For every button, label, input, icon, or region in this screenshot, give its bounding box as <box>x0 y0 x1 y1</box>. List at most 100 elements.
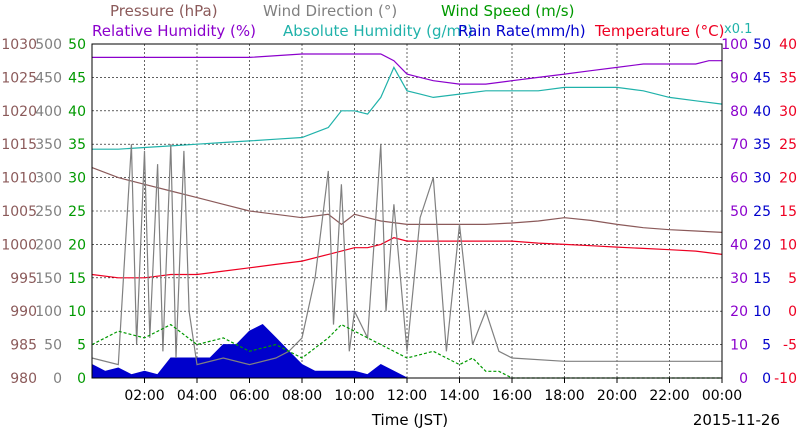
tick-label-pressure: 1010 <box>1 171 37 187</box>
x-tick-label: 14:00 <box>439 388 479 404</box>
tick-label-wind_direction: 500 <box>35 37 62 53</box>
tick-label-pressure: 980 <box>10 371 37 387</box>
x-tick-label: 20:00 <box>597 388 637 404</box>
tick-label-relative_humidity: 50 <box>730 204 748 220</box>
tick-label-rain_rate: 50 <box>753 37 771 53</box>
series-wind-direction <box>91 144 722 366</box>
x-tick-label: 16:00 <box>492 388 532 404</box>
x-tick-label: 02:00 <box>124 388 164 404</box>
series-temperature-c <box>91 237 723 279</box>
tick-label-wind_direction: 150 <box>35 271 62 287</box>
tick-label-rain_rate: 35 <box>753 137 771 153</box>
series-pressure-hpa <box>91 167 723 233</box>
tick-label-relative_humidity: 90 <box>730 70 748 86</box>
tick-label-temperature: 10 <box>779 237 797 253</box>
x-tick-label: 22:00 <box>649 388 689 404</box>
tick-label-rain_rate: 25 <box>753 204 771 220</box>
tick-label-wind_direction: 50 <box>44 338 62 354</box>
tick-label-wind_direction: 250 <box>35 204 62 220</box>
tick-label-relative_humidity: 60 <box>730 171 748 187</box>
x-tick-label: 06:00 <box>229 388 269 404</box>
tick-label-pressure: 995 <box>10 271 37 287</box>
tick-label-temperature: 30 <box>779 104 797 120</box>
tick-label-temperature: 25 <box>779 137 797 153</box>
x-tick-label: 00:00 <box>702 388 742 404</box>
x-tick-label: 18:00 <box>544 388 584 404</box>
tick-label-wind_direction: 200 <box>35 237 62 253</box>
tick-label-rain_rate: 0 <box>762 371 771 387</box>
tick-label-relative_humidity: 80 <box>730 104 748 120</box>
tick-label-wind_direction: 400 <box>35 104 62 120</box>
tick-label-temperature: 20 <box>779 171 797 187</box>
tick-label-wind_direction: 0 <box>53 371 62 387</box>
tick-label-temperature: 5 <box>788 271 797 287</box>
tick-label-pressure: 1025 <box>1 70 37 86</box>
tick-label-wind_direction: 350 <box>35 137 62 153</box>
tick-label-wind_speed: 10 <box>68 304 86 320</box>
series-absolute-humidity-g-m <box>92 66 723 150</box>
tick-label-wind_speed: 40 <box>68 104 86 120</box>
tick-label-pressure: 1000 <box>1 237 37 253</box>
series-layer <box>91 53 723 379</box>
tick-label-rain_rate: 20 <box>753 237 771 253</box>
tick-label-wind_speed: 35 <box>68 137 86 153</box>
tick-label-pressure: 1030 <box>1 37 37 53</box>
tick-label-wind_direction: 100 <box>35 304 62 320</box>
grid <box>92 44 722 378</box>
tick-label-relative_humidity: 10 <box>730 338 748 354</box>
tick-label-rain_rate: 10 <box>753 304 771 320</box>
x-tick-label: 10:00 <box>334 388 374 404</box>
tick-label-wind_speed: 45 <box>68 70 86 86</box>
legend-entry: Relative Humidity (%) <box>92 22 256 40</box>
series-relative-humidity <box>92 53 722 85</box>
tick-label-relative_humidity: 20 <box>730 304 748 320</box>
tick-label-rain_rate: 5 <box>762 338 771 354</box>
tick-label-rain_rate: 30 <box>753 171 771 187</box>
x-axis-label: Time (JST) <box>371 411 448 429</box>
date-label: 2015-11-26 <box>693 411 780 429</box>
legend: Pressure (hPa) Wind Direction (°) Wind Spe… <box>92 2 724 40</box>
tick-label-relative_humidity: 40 <box>730 237 748 253</box>
legend-entry: Pressure (hPa) <box>110 2 218 20</box>
tick-label-rain_rate: 40 <box>753 104 771 120</box>
x-tick-label: 12:00 <box>387 388 427 404</box>
x-tick-label: 08:00 <box>282 388 322 404</box>
tick-label-temperature: 40 <box>779 37 797 53</box>
tick-label-temperature: 0 <box>788 304 797 320</box>
tick-label-pressure: 990 <box>10 304 37 320</box>
tick-label-pressure: 985 <box>10 338 37 354</box>
tick-label-wind_direction: 450 <box>35 70 62 86</box>
tick-label-wind_speed: 0 <box>77 371 86 387</box>
tick-label-wind_direction: 300 <box>35 171 62 187</box>
scale-note: x0.1 <box>724 22 752 37</box>
tick-label-temperature: 35 <box>779 70 797 86</box>
tick-label-temperature: 15 <box>779 204 797 220</box>
tick-label-relative_humidity: 70 <box>730 137 748 153</box>
tick-label-wind_speed: 15 <box>68 271 86 287</box>
tick-label-wind_speed: 20 <box>68 237 86 253</box>
tick-label-wind_speed: 50 <box>68 37 86 53</box>
tick-label-temperature: -5 <box>783 338 797 354</box>
tick-label-relative_humidity: 100 <box>721 37 748 53</box>
legend-entry: Wind Speed (m/s) <box>441 2 574 20</box>
plot-frame <box>91 43 723 379</box>
tick-label-pressure: 1005 <box>1 204 37 220</box>
legend-entry: Wind Direction (°) <box>263 2 397 20</box>
tick-label-pressure: 1015 <box>1 137 37 153</box>
legend-entry: Temperature (°C) <box>594 22 724 40</box>
tick-label-wind_speed: 5 <box>77 338 86 354</box>
tick-label-temperature: -10 <box>774 371 797 387</box>
axes-layer: 9809859909951000100510101015102010251030… <box>1 37 797 404</box>
tick-label-rain_rate: 15 <box>753 271 771 287</box>
legend-entry: Rain Rate(mm/h) <box>458 22 586 40</box>
tick-label-wind_speed: 25 <box>68 204 86 220</box>
legend-entry: Absolute Humidity (g/m³) <box>283 22 473 40</box>
tick-label-wind_speed: 30 <box>68 171 86 187</box>
tick-label-rain_rate: 45 <box>753 70 771 86</box>
series-wind-speed-m-s <box>91 323 722 379</box>
tick-label-relative_humidity: 0 <box>739 371 748 387</box>
x-tick-label: 04:00 <box>177 388 217 404</box>
tick-label-relative_humidity: 30 <box>730 271 748 287</box>
